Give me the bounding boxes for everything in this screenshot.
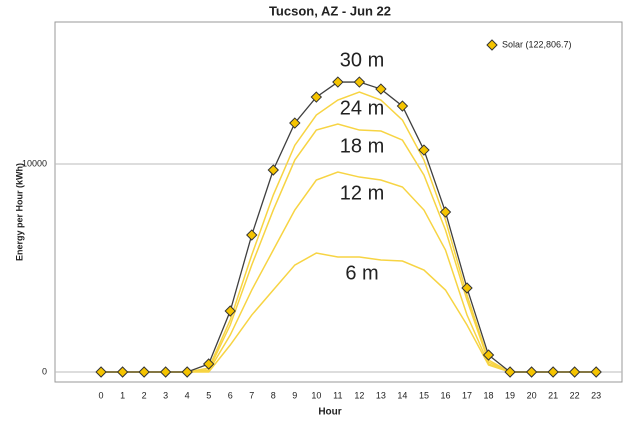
data-point xyxy=(568,366,581,378)
data-point xyxy=(138,366,150,378)
x-tick-label: 13 xyxy=(376,390,386,400)
x-tick-label: 7 xyxy=(249,390,254,400)
series-label: 18 m xyxy=(340,135,384,157)
plot-border xyxy=(54,21,623,383)
legend-label: Solar (122,806.7) xyxy=(502,39,572,49)
data-point xyxy=(396,100,409,112)
x-tick-label: 16 xyxy=(440,390,450,400)
data-point xyxy=(95,366,107,378)
data-point xyxy=(159,366,172,378)
data-point xyxy=(116,366,129,378)
legend-marker xyxy=(486,39,498,51)
data-point xyxy=(202,358,215,370)
data-point xyxy=(439,206,452,218)
y-tick-label: 0 xyxy=(42,366,47,376)
x-tick-label: 18 xyxy=(484,390,494,400)
series-line xyxy=(101,123,597,373)
y-axis-label: Energy per Hour (kWh) xyxy=(14,163,24,261)
series-label: 30 m xyxy=(340,49,384,71)
data-point xyxy=(504,366,516,378)
data-point xyxy=(590,366,602,378)
x-axis-label: Hour xyxy=(318,407,341,418)
x-tick-label: 20 xyxy=(527,390,537,400)
data-point xyxy=(461,282,473,294)
chart-title: Tucson, AZ - Jun 22 xyxy=(269,3,391,18)
x-tick-label: 10 xyxy=(311,390,321,400)
x-tick-label: 23 xyxy=(591,390,601,400)
x-tick-label: 22 xyxy=(570,390,580,400)
data-point xyxy=(289,117,301,129)
x-tick-label: 12 xyxy=(354,390,364,400)
x-tick-label: 8 xyxy=(271,390,276,400)
data-point xyxy=(525,366,538,378)
x-tick-label: 21 xyxy=(548,390,558,400)
x-tick-label: 17 xyxy=(462,390,472,400)
x-tick-label: 2 xyxy=(142,390,147,400)
x-tick-label: 11 xyxy=(333,390,342,400)
data-point xyxy=(482,349,495,361)
data-point xyxy=(310,91,323,103)
data-point xyxy=(547,366,559,378)
data-point xyxy=(418,144,430,156)
x-tick-label: 5 xyxy=(206,390,211,400)
data-point xyxy=(375,83,387,95)
series-label: 24 m xyxy=(340,97,384,119)
x-tick-label: 4 xyxy=(185,390,190,400)
x-tick-label: 19 xyxy=(505,390,515,400)
x-tick-label: 0 xyxy=(99,390,104,400)
x-tick-label: 14 xyxy=(397,390,407,400)
x-tick-label: 3 xyxy=(163,390,168,400)
data-point xyxy=(224,305,236,317)
y-tick-label: 10000 xyxy=(22,158,47,168)
x-tick-label: 1 xyxy=(120,390,125,400)
series-label: 6 m xyxy=(345,262,378,284)
data-point xyxy=(353,76,366,88)
x-tick-label: 9 xyxy=(292,390,297,400)
data-point xyxy=(246,229,258,241)
x-tick-label: 6 xyxy=(228,390,233,400)
data-point xyxy=(332,76,344,88)
series-line xyxy=(101,81,597,373)
data-point xyxy=(267,164,279,176)
data-point xyxy=(181,366,193,378)
x-tick-label: 15 xyxy=(419,390,429,400)
series-label: 12 m xyxy=(340,182,384,204)
series-line xyxy=(101,91,597,373)
